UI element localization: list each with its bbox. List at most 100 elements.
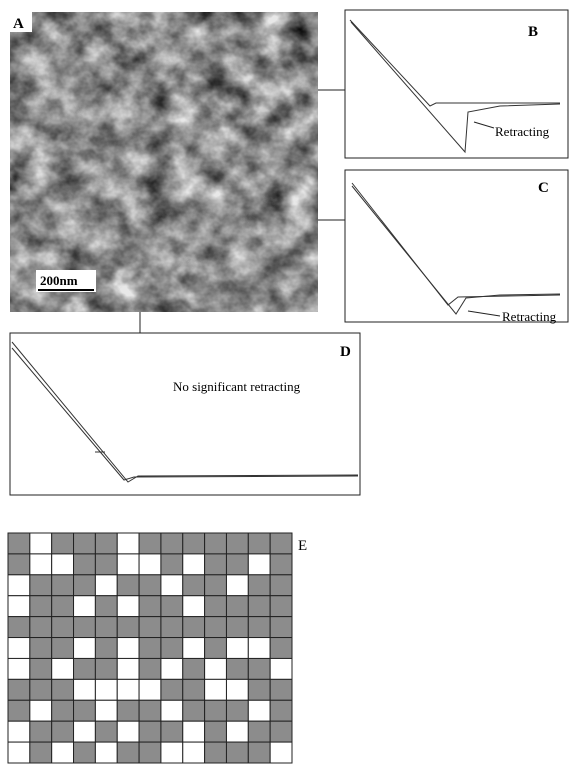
grid-cell bbox=[30, 700, 52, 721]
grid-cell bbox=[205, 554, 227, 575]
grid-cell bbox=[52, 596, 74, 617]
grid-cell bbox=[248, 617, 270, 638]
grid-cell bbox=[52, 638, 74, 659]
grid-cell bbox=[270, 638, 292, 659]
grid-cell bbox=[30, 554, 52, 575]
grid-cell bbox=[205, 679, 227, 700]
grid-cell bbox=[183, 575, 205, 596]
grid-cell bbox=[30, 742, 52, 763]
grid-cell bbox=[248, 596, 270, 617]
annotation: Retracting bbox=[495, 124, 550, 139]
grid-cell bbox=[52, 617, 74, 638]
grid-cell bbox=[139, 533, 161, 554]
grid-cell bbox=[270, 679, 292, 700]
page: A 200nm B Retracting C Retracting D No s… bbox=[0, 0, 569, 764]
grid-cell bbox=[139, 575, 161, 596]
grid-cell bbox=[8, 658, 30, 679]
grid-cell bbox=[205, 742, 227, 763]
panel-c: C Retracting bbox=[345, 170, 568, 324]
grid-cell bbox=[248, 554, 270, 575]
grid-cell bbox=[8, 617, 30, 638]
grid-cell bbox=[205, 596, 227, 617]
grid-cell bbox=[52, 721, 74, 742]
grid-cell bbox=[226, 658, 248, 679]
grid-cell bbox=[95, 617, 117, 638]
grid-cell bbox=[117, 533, 139, 554]
grid-cell bbox=[161, 596, 183, 617]
grid-cell bbox=[183, 679, 205, 700]
grid-cell bbox=[161, 638, 183, 659]
panel-frame bbox=[10, 333, 360, 495]
grid-cell bbox=[270, 742, 292, 763]
figure: A 200nm B Retracting C Retracting D No s… bbox=[0, 0, 569, 764]
grid-cell bbox=[139, 700, 161, 721]
grid-cell bbox=[8, 742, 30, 763]
grid-cell bbox=[248, 742, 270, 763]
annotation: No significant retracting bbox=[173, 379, 301, 394]
grid-cell bbox=[183, 700, 205, 721]
grid-cell bbox=[183, 742, 205, 763]
grid-cell bbox=[74, 596, 96, 617]
grid-cell bbox=[161, 533, 183, 554]
grid-cell bbox=[139, 721, 161, 742]
grid-cell bbox=[95, 533, 117, 554]
grid-cell bbox=[248, 679, 270, 700]
grid-cell bbox=[95, 700, 117, 721]
grid-cell bbox=[117, 617, 139, 638]
panel-e: E bbox=[8, 533, 307, 763]
grid-cell bbox=[95, 554, 117, 575]
grid-cell bbox=[248, 638, 270, 659]
grid-cell bbox=[205, 533, 227, 554]
grid-cell bbox=[248, 721, 270, 742]
grid-cell bbox=[139, 617, 161, 638]
grid-cell bbox=[139, 742, 161, 763]
grid-cell bbox=[226, 596, 248, 617]
panel-b: B Retracting bbox=[345, 10, 568, 158]
grid-cell bbox=[74, 617, 96, 638]
grid-cell bbox=[139, 596, 161, 617]
panel-a: A 200nm bbox=[10, 12, 318, 312]
grid-cell bbox=[95, 638, 117, 659]
grid-cell bbox=[74, 554, 96, 575]
grid-cell bbox=[117, 554, 139, 575]
grid-cell bbox=[95, 742, 117, 763]
grid-cell bbox=[226, 679, 248, 700]
grid-cell bbox=[8, 700, 30, 721]
grid-cell bbox=[270, 596, 292, 617]
grid-cell bbox=[8, 596, 30, 617]
grid-cell bbox=[139, 554, 161, 575]
panel-d: D No significant retracting bbox=[10, 333, 360, 495]
grid-cell bbox=[226, 638, 248, 659]
grid-cell bbox=[205, 700, 227, 721]
grid-cell bbox=[117, 742, 139, 763]
grid-cell bbox=[161, 679, 183, 700]
grid-cell bbox=[30, 679, 52, 700]
grid-cell bbox=[205, 721, 227, 742]
grid-cell bbox=[74, 638, 96, 659]
grid-cell bbox=[161, 575, 183, 596]
grid-cell bbox=[117, 638, 139, 659]
grid-cell bbox=[205, 575, 227, 596]
grid-cell bbox=[183, 554, 205, 575]
scale-bar-label: 200nm bbox=[40, 273, 78, 288]
grid-cell bbox=[74, 658, 96, 679]
grid-cell bbox=[117, 700, 139, 721]
grid-cell bbox=[226, 533, 248, 554]
grid-cell bbox=[52, 679, 74, 700]
grid-cell bbox=[161, 721, 183, 742]
grid-cell bbox=[270, 658, 292, 679]
grid-cell bbox=[95, 679, 117, 700]
grid-cell bbox=[52, 533, 74, 554]
grid-cell bbox=[161, 742, 183, 763]
grid-cell bbox=[52, 742, 74, 763]
grid-cell bbox=[183, 596, 205, 617]
panel-label: B bbox=[528, 24, 538, 40]
grid-cell bbox=[205, 658, 227, 679]
panel-label: E bbox=[298, 538, 307, 554]
grid-cell bbox=[95, 658, 117, 679]
grid-cell bbox=[270, 533, 292, 554]
panel-label: C bbox=[538, 180, 549, 196]
grid-cell bbox=[161, 658, 183, 679]
grid-cell bbox=[74, 533, 96, 554]
grid-cell bbox=[270, 554, 292, 575]
